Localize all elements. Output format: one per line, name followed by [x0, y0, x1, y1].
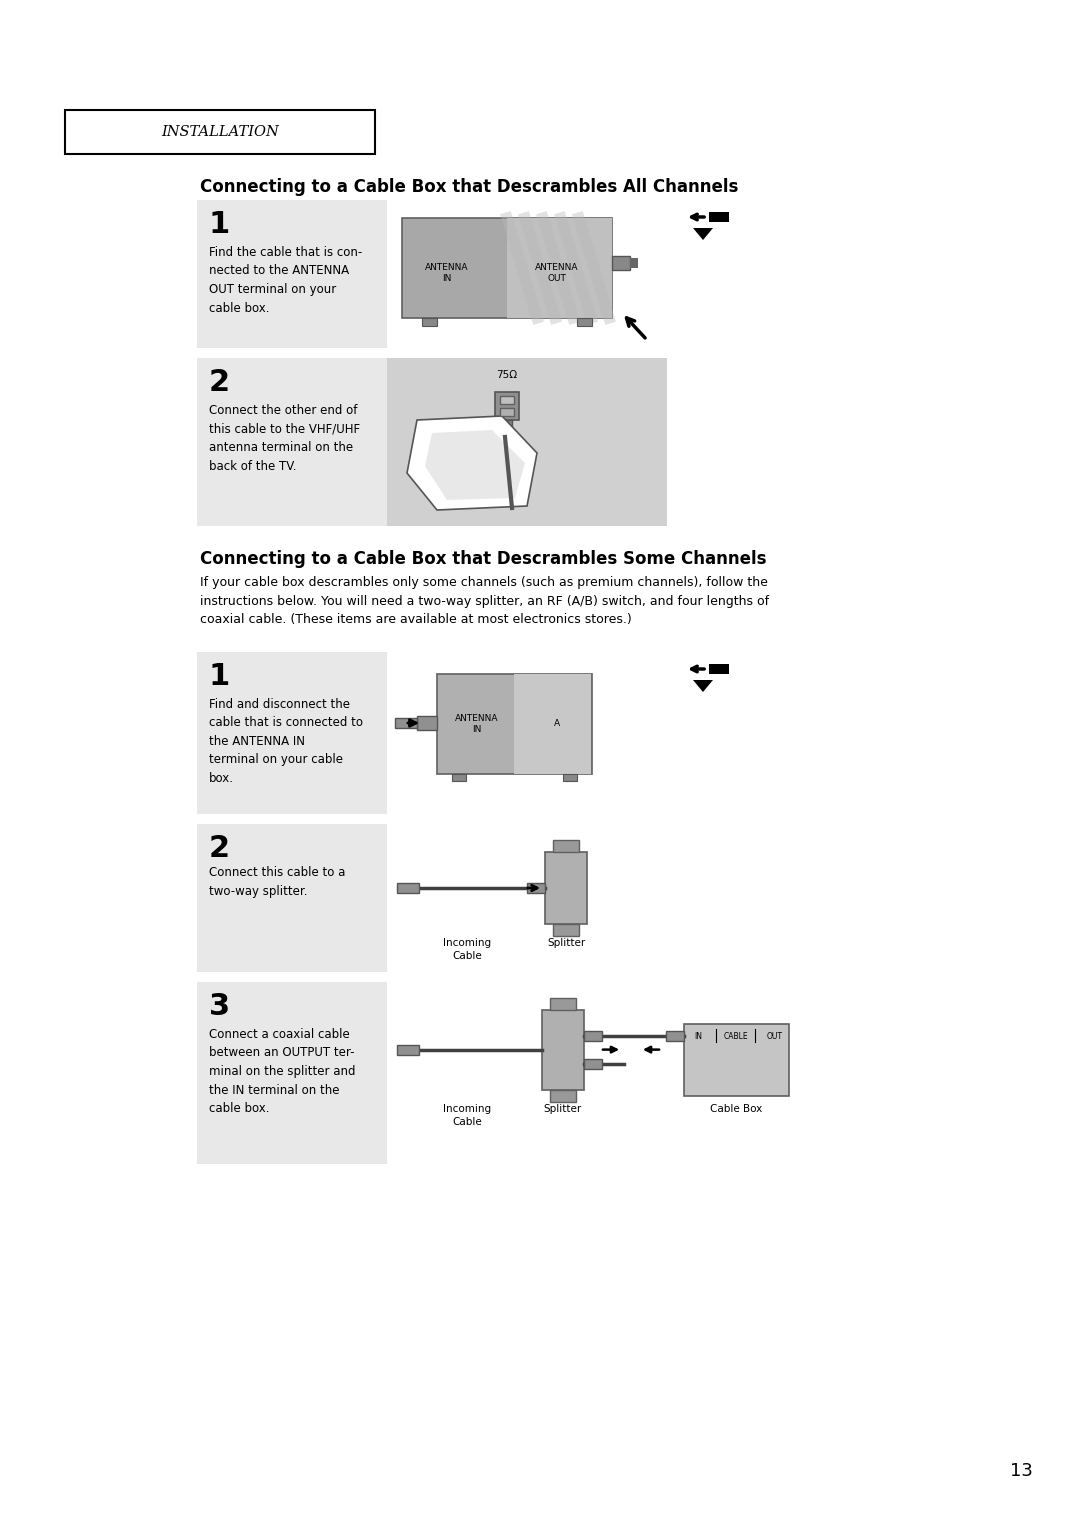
Polygon shape [426, 429, 525, 500]
Polygon shape [407, 416, 537, 510]
Bar [514, 674, 591, 775]
Bar [666, 1030, 684, 1041]
Polygon shape [693, 228, 713, 240]
Text: If your cable box descrambles only some channels (such as premium channels), fol: If your cable box descrambles only some … [200, 576, 769, 626]
Bar [387, 358, 667, 526]
Bar [387, 200, 667, 348]
Bar [550, 998, 576, 1010]
Text: Connect a coaxial cable
between an OUTPUT ter-
minal on the splitter and
the IN : Connect a coaxial cable between an OUTPU… [210, 1028, 355, 1115]
Text: Incoming
Cable: Incoming Cable [443, 938, 491, 961]
Bar [387, 824, 667, 972]
Bar [584, 1030, 602, 1041]
Text: Find the cable that is con-
nected to the ANTENNA
OUT terminal on your
cable box: Find the cable that is con- nected to th… [210, 246, 362, 315]
Text: Find and disconnect the
cable that is connected to
the ANTENNA IN
terminal on yo: Find and disconnect the cable that is co… [210, 698, 363, 785]
Text: A: A [554, 720, 561, 729]
Bar [630, 258, 638, 267]
Bar [422, 318, 437, 325]
Bar [612, 257, 630, 270]
Bar [502, 420, 512, 434]
Text: Connect the other end of
this cable to the VHF/UHF
antenna terminal on the
back : Connect the other end of this cable to t… [210, 403, 360, 472]
Text: 1: 1 [210, 209, 230, 238]
Text: 2: 2 [210, 834, 230, 863]
Text: Splitter: Splitter [544, 1105, 582, 1114]
Text: 13: 13 [1010, 1462, 1032, 1481]
Text: Connecting to a Cable Box that Descrambles Some Channels: Connecting to a Cable Box that Descrambl… [200, 550, 767, 568]
Bar [409, 718, 417, 727]
Bar [197, 200, 667, 348]
Text: 2: 2 [210, 368, 230, 397]
Text: ANTENNA
IN: ANTENNA IN [456, 714, 499, 733]
Bar [553, 840, 579, 853]
Bar [684, 1024, 789, 1096]
Text: ANTENNA
OUT: ANTENNA OUT [536, 263, 579, 283]
Text: Splitter: Splitter [546, 938, 585, 947]
Bar [197, 652, 667, 814]
Bar [197, 358, 667, 526]
Bar [542, 1010, 584, 1089]
Bar [387, 652, 667, 814]
Bar [708, 212, 729, 222]
Bar [402, 219, 612, 318]
Bar [197, 824, 667, 972]
Bar [708, 665, 729, 674]
Bar [417, 717, 437, 730]
Bar [563, 775, 577, 781]
Bar [527, 883, 545, 892]
Bar [495, 393, 519, 420]
Text: CABLE: CABLE [724, 1031, 748, 1041]
Text: 3: 3 [210, 992, 230, 1021]
Bar [197, 983, 937, 1164]
Bar [395, 718, 417, 727]
Bar [550, 1089, 576, 1102]
Bar [577, 318, 592, 325]
Text: Incoming
Cable: Incoming Cable [443, 1105, 491, 1128]
Text: 75Ω: 75Ω [497, 370, 517, 380]
Bar [507, 219, 612, 318]
Text: Connect this cable to a
two-way splitter.: Connect this cable to a two-way splitter… [210, 866, 346, 897]
Text: 1: 1 [210, 662, 230, 691]
Bar [500, 408, 514, 416]
Bar [553, 924, 579, 937]
Bar [545, 853, 588, 924]
Text: INSTALLATION: INSTALLATION [161, 125, 279, 139]
Text: OUT: OUT [767, 1031, 783, 1041]
Text: Cable Box: Cable Box [710, 1105, 762, 1114]
Bar [65, 110, 375, 154]
Bar [500, 396, 514, 403]
Text: IN: IN [694, 1031, 702, 1041]
Text: Connecting to a Cable Box that Descrambles All Channels: Connecting to a Cable Box that Descrambl… [200, 177, 739, 196]
Bar [387, 983, 937, 1164]
Bar [397, 1045, 419, 1054]
Polygon shape [693, 680, 713, 692]
Bar [453, 775, 465, 781]
Bar [584, 1059, 602, 1070]
Bar [437, 674, 592, 775]
Text: ANTENNA
IN: ANTENNA IN [426, 263, 469, 283]
Bar [397, 883, 419, 892]
